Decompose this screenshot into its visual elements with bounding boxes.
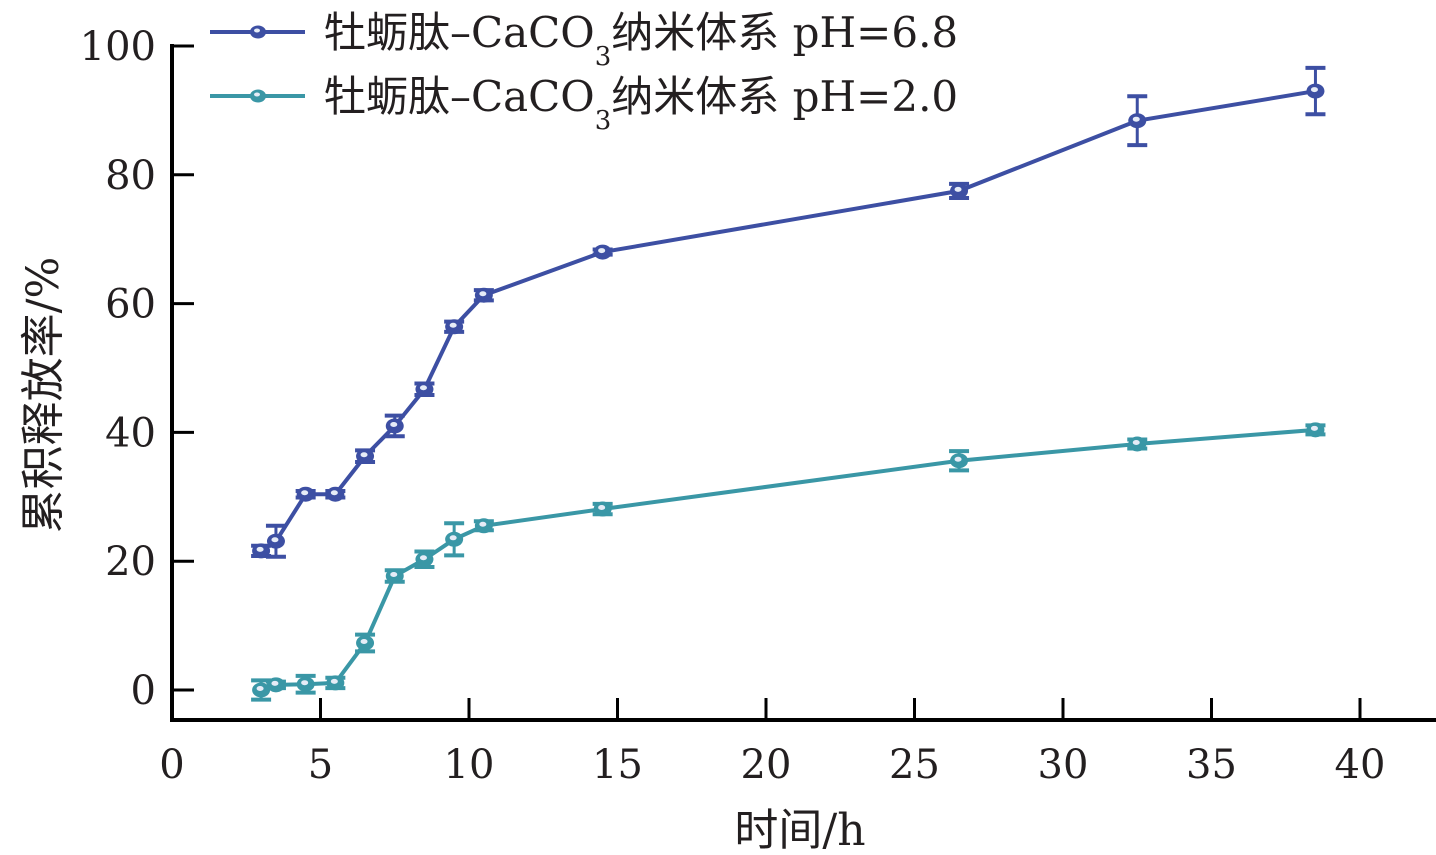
legend-marker-highlight — [254, 28, 260, 33]
data-point-highlight — [301, 490, 309, 496]
data-point-highlight — [330, 490, 338, 496]
x-tick-label: 20 — [741, 742, 792, 788]
data-point-highlight — [449, 322, 457, 328]
data-point-highlight — [419, 555, 427, 561]
data-point-highlight — [598, 505, 606, 511]
x-axis-title: 时间/h — [734, 805, 865, 855]
y-axis-title: 累积释放率/% — [18, 257, 69, 534]
series-group — [251, 65, 1326, 702]
data-point-highlight — [479, 291, 487, 297]
data-point-highlight — [954, 186, 962, 192]
series-ph-6-8 — [251, 65, 1326, 559]
data-point-highlight — [390, 572, 398, 578]
data-point-highlight — [330, 678, 338, 684]
legend-label: 牡蛎肽–CaCO3纳米体系 pH=6.8 — [324, 8, 958, 72]
data-point-highlight — [598, 248, 606, 254]
data-point-highlight — [1132, 439, 1140, 445]
data-point-highlight — [360, 638, 368, 644]
data-point-highlight — [360, 452, 368, 458]
data-point-highlight — [1310, 87, 1318, 93]
y-tick-label: 40 — [105, 410, 156, 456]
data-point-highlight — [256, 546, 264, 552]
x-tick-label: 5 — [308, 742, 333, 788]
x-tick-label: 15 — [592, 742, 643, 788]
data-point-highlight — [419, 385, 427, 391]
data-point-highlight — [1310, 425, 1318, 431]
data-point-highlight — [390, 421, 398, 427]
x-tick-label: 40 — [1335, 742, 1386, 788]
y-tick-label: 100 — [80, 24, 156, 70]
legend-item: 牡蛎肽–CaCO3纳米体系 pH=2.0 — [210, 72, 958, 136]
y-tick-label: 0 — [131, 668, 156, 714]
axes — [170, 44, 1436, 722]
y-tick-label: 80 — [105, 153, 156, 199]
data-point-highlight — [449, 535, 457, 541]
x-axis-ticks: 0 5 10 15 20 25 30 35 40 — [159, 698, 1385, 788]
data-point-highlight — [479, 521, 487, 527]
data-point-highlight — [301, 680, 309, 686]
x-tick-label: 30 — [1038, 742, 1089, 788]
y-axis-ticks: 0 20 40 60 80 100 — [80, 24, 194, 714]
data-point-highlight — [271, 680, 279, 686]
x-tick-label: 25 — [889, 742, 940, 788]
x-tick-label: 0 — [159, 742, 184, 788]
data-point-highlight — [271, 537, 279, 543]
data-point-highlight — [954, 456, 962, 462]
y-tick-label: 20 — [105, 539, 156, 585]
series-ph-2-0 — [251, 422, 1326, 702]
legend-marker-highlight — [254, 92, 260, 97]
legend-item: 牡蛎肽–CaCO3纳米体系 pH=6.8 — [210, 8, 958, 72]
y-tick-label: 60 — [105, 282, 156, 328]
data-point-highlight — [1132, 116, 1140, 122]
x-tick-label: 10 — [444, 742, 495, 788]
x-tick-label: 35 — [1186, 742, 1237, 788]
legend-label: 牡蛎肽–CaCO3纳米体系 pH=2.0 — [324, 72, 958, 136]
data-point-highlight — [256, 686, 264, 691]
